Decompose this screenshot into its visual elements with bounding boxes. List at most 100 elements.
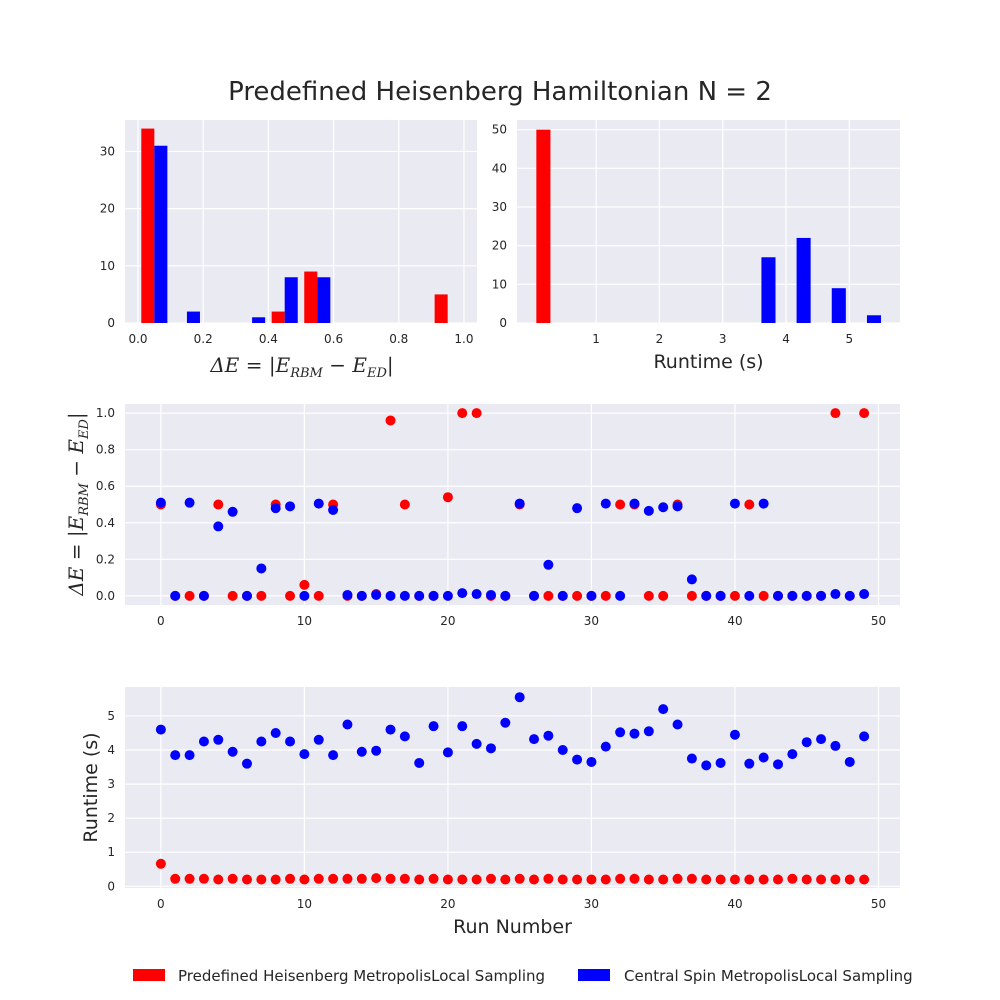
x-tick-label: 4 bbox=[782, 332, 790, 346]
scatter-point bbox=[241, 758, 252, 769]
scatter-point bbox=[600, 498, 611, 509]
delta-e-histogram-panel: 0.0 0.2 0.4 0.6 0.8 1.0 0 10 20 30 bbox=[100, 120, 477, 346]
scatter-point bbox=[428, 721, 439, 732]
scatter-point bbox=[643, 726, 654, 737]
x-tick-label: 0.0 bbox=[128, 332, 147, 346]
scatter-point bbox=[457, 721, 468, 732]
scatter-point bbox=[701, 760, 712, 771]
scatter-point bbox=[729, 590, 740, 601]
scatter-point bbox=[213, 499, 224, 510]
x-tick-label: 20 bbox=[440, 614, 455, 628]
scatter-point bbox=[629, 728, 640, 739]
scatter-point bbox=[285, 736, 296, 747]
scatter-point bbox=[371, 589, 382, 600]
scatter-point bbox=[572, 754, 583, 765]
scatter-point bbox=[399, 590, 410, 601]
x-tick-label: 10 bbox=[297, 614, 312, 628]
y-tick-label: 1 bbox=[107, 845, 115, 859]
scatter-point bbox=[744, 758, 755, 769]
scatter-point bbox=[816, 734, 827, 745]
histogram-bar bbox=[284, 277, 298, 323]
scatter-point bbox=[801, 737, 812, 748]
scatter-point bbox=[773, 874, 784, 885]
scatter-point bbox=[715, 757, 726, 768]
scatter-point bbox=[328, 504, 339, 515]
scatter-point bbox=[342, 873, 353, 884]
scatter-point bbox=[859, 408, 870, 419]
scatter-point bbox=[658, 502, 669, 513]
scatter-point bbox=[285, 501, 296, 512]
scatter-point bbox=[672, 501, 683, 512]
scatter-point bbox=[715, 590, 726, 601]
x-axis-label: Run Number bbox=[453, 916, 572, 938]
scatter-point bbox=[299, 590, 310, 601]
scatter-point bbox=[371, 873, 382, 884]
plot-area bbox=[125, 687, 900, 888]
scatter-point bbox=[787, 590, 798, 601]
scatter-point bbox=[543, 559, 554, 570]
scatter-point bbox=[471, 874, 482, 885]
scatter-point bbox=[442, 747, 453, 758]
scatter-point bbox=[830, 589, 841, 600]
scatter-point bbox=[500, 874, 511, 885]
x-tick-label: 20 bbox=[440, 897, 455, 911]
x-axis-label: Runtime (s) bbox=[653, 351, 763, 373]
histogram-bar bbox=[304, 271, 318, 323]
scatter-point bbox=[457, 588, 468, 599]
delta-e-scatter-ylabel: ΔE = |ERBM − EED| bbox=[64, 412, 92, 596]
y-tick-label: 0.2 bbox=[96, 552, 115, 566]
scatter-point bbox=[485, 873, 496, 884]
scatter-point bbox=[184, 590, 195, 601]
scatter-point bbox=[600, 874, 611, 885]
scatter-point bbox=[500, 717, 511, 728]
scatter-point bbox=[371, 745, 382, 756]
scatter-point bbox=[500, 590, 511, 601]
scatter-point bbox=[658, 590, 669, 601]
y-tick-label: 50 bbox=[492, 123, 507, 137]
x-tick-label: 30 bbox=[584, 614, 599, 628]
scatter-point bbox=[457, 408, 468, 419]
scatter-point bbox=[557, 590, 568, 601]
scatter-point bbox=[572, 874, 583, 885]
x-tick-label: 5 bbox=[846, 332, 854, 346]
scatter-point bbox=[686, 574, 697, 585]
scatter-point bbox=[342, 589, 353, 600]
scatter-point bbox=[442, 492, 453, 503]
scatter-point bbox=[801, 590, 812, 601]
x-tick-label: 40 bbox=[727, 897, 742, 911]
scatter-point bbox=[729, 498, 740, 509]
x-tick-label: 0.2 bbox=[194, 332, 213, 346]
scatter-point bbox=[572, 503, 583, 514]
y-tick-label: 0.6 bbox=[96, 479, 115, 493]
scatter-point bbox=[529, 734, 540, 745]
y-tick-label: 20 bbox=[492, 239, 507, 253]
x-tick-label: 30 bbox=[584, 897, 599, 911]
scatter-point bbox=[184, 750, 195, 761]
scatter-point bbox=[686, 753, 697, 764]
scatter-point bbox=[586, 590, 597, 601]
scatter-point bbox=[830, 408, 841, 419]
scatter-point bbox=[744, 874, 755, 885]
scatter-point bbox=[514, 498, 525, 509]
scatter-point bbox=[428, 873, 439, 884]
x-tick-label: 0 bbox=[157, 897, 165, 911]
x-tick-label: 3 bbox=[719, 332, 727, 346]
scatter-point bbox=[830, 740, 841, 751]
scatter-point bbox=[170, 873, 181, 884]
scatter-point bbox=[658, 704, 669, 715]
scatter-point bbox=[643, 505, 654, 516]
scatter-point bbox=[285, 590, 296, 601]
scatter-point bbox=[155, 858, 166, 869]
histogram-bar bbox=[831, 288, 846, 323]
x-tick-label: 0.4 bbox=[259, 332, 278, 346]
scatter-point bbox=[299, 579, 310, 590]
scatter-point bbox=[385, 590, 396, 601]
scatter-point bbox=[256, 563, 267, 574]
scatter-point bbox=[715, 874, 726, 885]
scatter-point bbox=[773, 590, 784, 601]
scatter-point bbox=[342, 719, 353, 730]
scatter-point bbox=[270, 727, 281, 738]
scatter-point bbox=[844, 874, 855, 885]
